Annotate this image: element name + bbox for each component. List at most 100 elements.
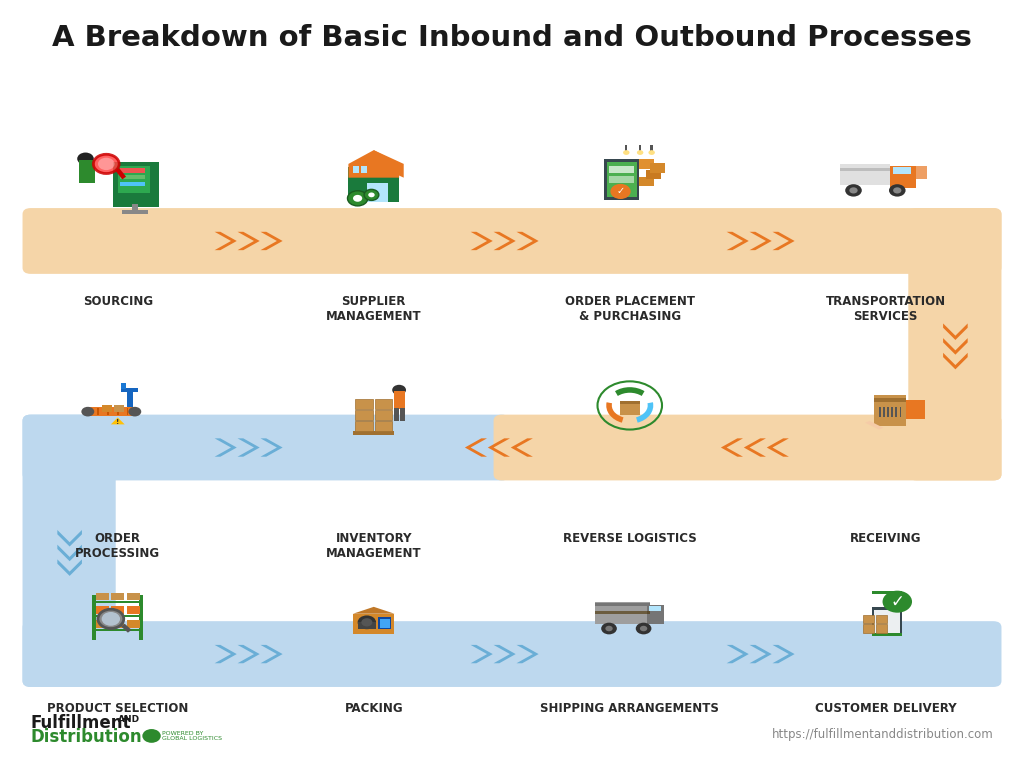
Bar [606, 162, 637, 197]
Polygon shape [116, 168, 126, 179]
Bar [357, 622, 376, 629]
Polygon shape [494, 645, 516, 663]
Bar [120, 182, 145, 186]
Bar [639, 159, 653, 169]
Circle shape [77, 152, 94, 165]
Polygon shape [487, 438, 510, 457]
Text: SHIPPING ARRANGEMENTS: SHIPPING ARRANGEMENTS [541, 702, 719, 715]
Bar [646, 170, 660, 179]
Bar [123, 210, 147, 214]
Polygon shape [750, 645, 772, 663]
Bar [117, 409, 119, 415]
Bar [915, 166, 928, 179]
Polygon shape [57, 545, 82, 562]
Circle shape [81, 407, 94, 416]
Circle shape [893, 187, 901, 194]
Circle shape [128, 407, 141, 416]
Bar [127, 389, 132, 407]
Bar [840, 168, 890, 171]
Polygon shape [215, 232, 237, 250]
Bar [604, 159, 639, 200]
Text: CUSTOMER DELIVERY: CUSTOMER DELIVERY [815, 702, 956, 715]
Polygon shape [353, 607, 394, 614]
Bar [127, 607, 140, 614]
Polygon shape [727, 645, 749, 663]
Bar [895, 407, 897, 418]
Circle shape [637, 150, 643, 155]
Bar [595, 601, 650, 624]
Bar [127, 593, 140, 601]
Bar [890, 166, 915, 188]
Text: AND: AND [118, 715, 140, 724]
Bar [872, 591, 902, 594]
Bar [88, 409, 90, 415]
FancyBboxPatch shape [23, 208, 1001, 274]
Bar [609, 176, 635, 183]
Polygon shape [516, 645, 539, 663]
Text: SUPPLIER
MANAGEMENT: SUPPLIER MANAGEMENT [326, 295, 422, 323]
Bar [367, 183, 387, 202]
Bar [139, 595, 143, 640]
Polygon shape [260, 438, 283, 457]
Bar [876, 615, 887, 623]
Text: ORDER PLACEMENT
& PURCHASING: ORDER PLACEMENT & PURCHASING [565, 295, 694, 323]
Text: A Breakdown of Basic Inbound and Outbound Processes: A Breakdown of Basic Inbound and Outboun… [52, 24, 972, 52]
Bar [650, 145, 653, 151]
Circle shape [610, 184, 631, 199]
Circle shape [101, 612, 120, 626]
Polygon shape [260, 232, 283, 250]
Bar [92, 629, 143, 631]
FancyBboxPatch shape [494, 415, 1001, 480]
Circle shape [883, 591, 912, 613]
Polygon shape [943, 353, 968, 369]
Bar [906, 400, 925, 419]
Circle shape [601, 623, 616, 634]
Circle shape [365, 190, 379, 200]
Circle shape [142, 729, 161, 743]
Bar [883, 407, 885, 418]
Bar [891, 407, 893, 418]
Text: ✓: ✓ [616, 187, 625, 197]
Bar [97, 409, 99, 415]
Bar [375, 399, 392, 409]
Circle shape [98, 158, 115, 170]
Circle shape [369, 193, 375, 197]
Bar [876, 624, 887, 633]
Bar [595, 603, 650, 606]
Polygon shape [727, 232, 749, 250]
Text: SOURCING: SOURCING [83, 295, 153, 308]
Bar [101, 405, 112, 412]
Text: REVERSE LOGISTICS: REVERSE LOGISTICS [563, 532, 696, 545]
FancyBboxPatch shape [908, 208, 1001, 480]
Bar [112, 607, 124, 614]
Bar [360, 166, 368, 173]
Bar [127, 409, 128, 415]
Polygon shape [215, 438, 237, 457]
Circle shape [361, 618, 373, 627]
Bar [95, 607, 109, 614]
Polygon shape [238, 232, 260, 250]
Text: TRANSPORTATION
SERVICES: TRANSPORTATION SERVICES [825, 295, 946, 323]
Bar [872, 633, 902, 636]
Polygon shape [215, 645, 237, 663]
Text: https://fulfillmentanddistribution.com: https://fulfillmentanddistribution.com [771, 728, 993, 741]
Circle shape [353, 195, 362, 202]
Text: Distribution: Distribution [31, 728, 142, 747]
Bar [112, 620, 124, 628]
Polygon shape [767, 438, 788, 457]
Polygon shape [865, 421, 884, 430]
Text: INVENTORY
MANAGEMENT: INVENTORY MANAGEMENT [326, 532, 422, 560]
Bar [112, 593, 124, 601]
FancyBboxPatch shape [23, 415, 116, 687]
Bar [355, 399, 373, 409]
Circle shape [648, 150, 655, 155]
Bar [114, 405, 124, 412]
Polygon shape [743, 438, 766, 457]
Polygon shape [772, 232, 795, 250]
Bar [639, 177, 653, 186]
Bar [393, 408, 399, 421]
Text: RECEIVING: RECEIVING [850, 532, 922, 545]
Polygon shape [471, 645, 493, 663]
Polygon shape [348, 150, 399, 177]
Polygon shape [471, 232, 493, 250]
